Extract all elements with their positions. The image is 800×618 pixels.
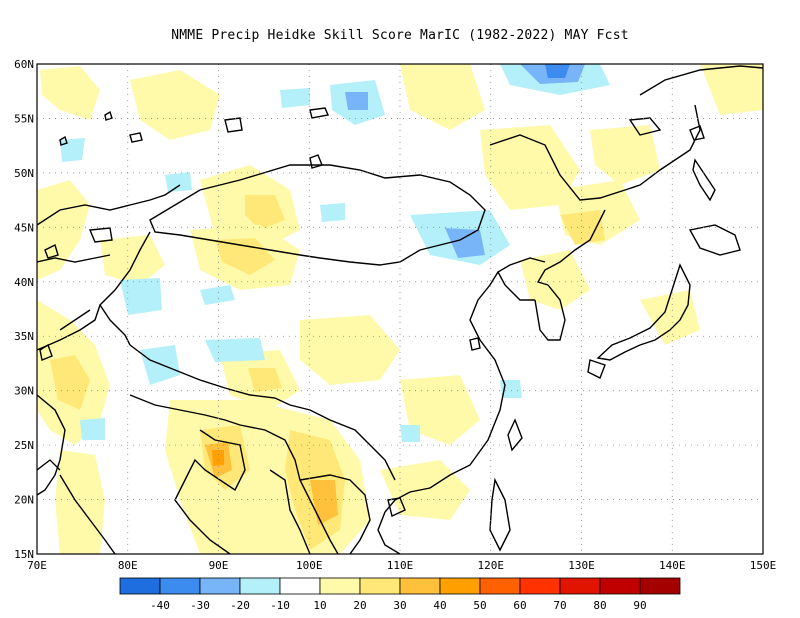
- colorbar-swatch: [439, 577, 481, 595]
- map-frame: [36, 63, 764, 555]
- longitude-label: 110E: [387, 559, 414, 572]
- graticule: [37, 64, 763, 554]
- colorbar-label: 50: [473, 599, 486, 612]
- skill-patch: [205, 338, 265, 362]
- skill-patch: [520, 250, 590, 310]
- colorbar: [119, 577, 681, 595]
- colorbar-label: 30: [393, 599, 406, 612]
- skill-patch: [590, 125, 660, 185]
- skill-patch: [100, 235, 165, 285]
- latitude-label: 55N: [14, 112, 34, 125]
- colorbar-swatch: [199, 577, 241, 595]
- skill-patch: [400, 425, 420, 442]
- colorbar-label: -30: [190, 599, 210, 612]
- colorbar-label: -40: [150, 599, 170, 612]
- colorbar-swatch: [479, 577, 521, 595]
- colorbar-label: 60: [513, 599, 526, 612]
- colorbar-label: 40: [433, 599, 446, 612]
- colorbar-label: 20: [353, 599, 366, 612]
- skill-patch: [248, 368, 282, 392]
- skill-patch: [345, 92, 368, 110]
- skill-patch: [245, 195, 285, 230]
- latitude-label: 20N: [14, 494, 34, 507]
- skill-patch: [50, 355, 90, 410]
- longitude-label: 90E: [209, 559, 229, 572]
- map-title: NMME Precip Heidke Skill Score MarIC (19…: [171, 28, 629, 43]
- skill-patch: [165, 172, 192, 192]
- colorbar-label: -20: [230, 599, 250, 612]
- skill-patch: [400, 64, 485, 130]
- skill-patch: [320, 203, 345, 222]
- colorbar-swatch: [519, 577, 561, 595]
- longitude-label: 80E: [118, 559, 138, 572]
- skill-patch: [212, 450, 224, 466]
- skill-patch: [120, 278, 162, 315]
- colorbar-label: 10: [313, 599, 326, 612]
- skill-patch: [215, 238, 275, 275]
- longitude-label: 140E: [659, 559, 686, 572]
- latitude-labels: 15N 20N 25N 30N 35N 40N 45N 50N 55N 60N: [14, 58, 34, 561]
- colorbar-swatch: [559, 577, 601, 595]
- colorbar-label: 90: [633, 599, 646, 612]
- latitude-label: 15N: [14, 548, 34, 561]
- longitude-labels: 70E 80E 90E 100E 110E 120E 130E 140E 150E: [27, 559, 776, 572]
- longitude-label: 150E: [750, 559, 777, 572]
- latitude-label: 50N: [14, 167, 34, 180]
- skill-patch: [60, 138, 85, 162]
- colorbar-swatch: [279, 577, 321, 595]
- longitude-label: 130E: [568, 559, 595, 572]
- skill-patch: [445, 228, 485, 258]
- skill-patch: [55, 450, 105, 554]
- colorbar-swatch: [319, 577, 361, 595]
- skill-patch: [200, 285, 235, 305]
- longitude-label: 70E: [27, 559, 47, 572]
- latitude-label: 45N: [14, 221, 34, 234]
- latitude-label: 25N: [14, 439, 34, 452]
- colorbar-label: -10: [270, 599, 290, 612]
- skill-patch: [560, 210, 605, 245]
- colorbar-swatch: [239, 577, 281, 595]
- latitude-label: 40N: [14, 276, 34, 289]
- colorbar-swatch: [639, 577, 681, 595]
- latitude-label: 35N: [14, 330, 34, 343]
- coastlines: [37, 65, 763, 554]
- colorbar-swatch: [359, 577, 401, 595]
- skill-shading: [37, 64, 763, 554]
- skill-patch: [80, 418, 105, 440]
- longitude-label: 120E: [478, 559, 505, 572]
- skill-patch: [545, 64, 570, 78]
- skill-patch: [37, 180, 90, 280]
- longitude-label: 100E: [296, 559, 323, 572]
- skill-patch: [640, 290, 700, 345]
- skill-patch: [140, 345, 180, 385]
- colorbar-labels: -40 -30 -20 -10 10 20 30 40 50 60 70 80 90: [150, 599, 647, 612]
- colorbar-swatch: [119, 577, 161, 595]
- skill-patch: [700, 64, 763, 115]
- colorbar-swatch: [399, 577, 441, 595]
- colorbar-label: 70: [553, 599, 566, 612]
- skill-patch: [480, 125, 580, 210]
- latitude-label: 60N: [14, 58, 34, 71]
- skill-patch: [300, 315, 400, 385]
- colorbar-label: 80: [593, 599, 606, 612]
- skill-patch: [130, 70, 220, 140]
- skill-patch: [40, 66, 100, 120]
- skill-patch: [280, 88, 310, 108]
- colorbar-swatch: [159, 577, 201, 595]
- colorbar-swatch: [599, 577, 641, 595]
- latitude-label: 30N: [14, 385, 34, 398]
